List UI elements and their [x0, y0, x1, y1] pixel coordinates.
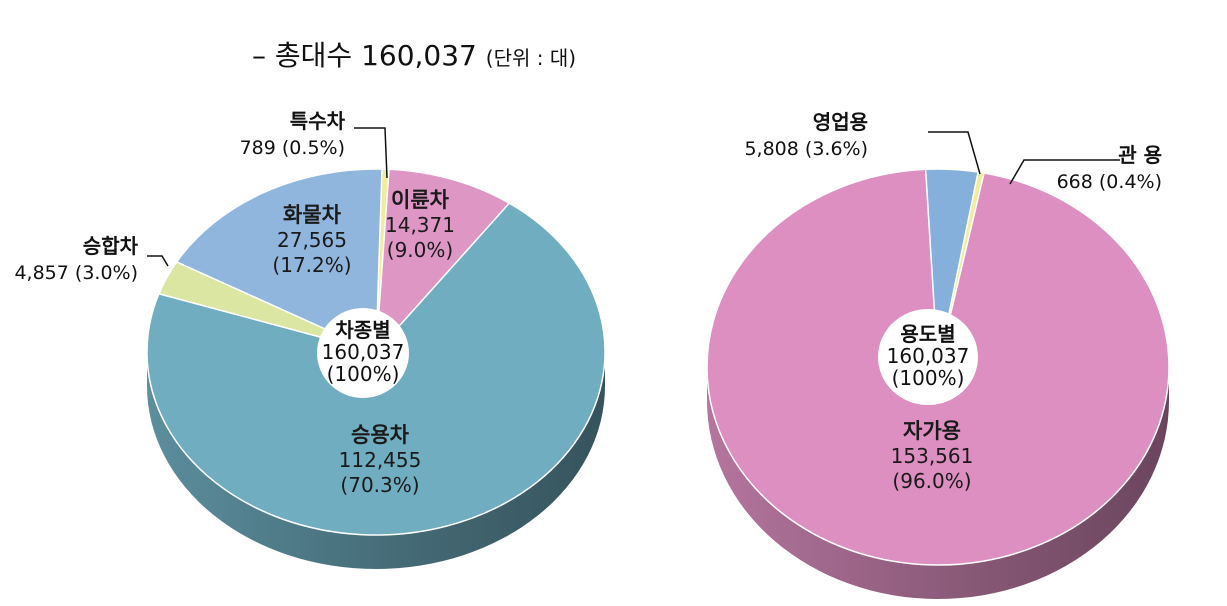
slice-label-value: 112,455 [339, 448, 422, 472]
pie-center-hole [878, 309, 978, 405]
slice-label-value: 789 (0.5%) [240, 137, 345, 159]
pie-center-hole [317, 308, 409, 398]
slice-label-name: 영업용 [813, 110, 868, 134]
slice-label-name: 승용차 [351, 423, 410, 447]
pie-slice [375, 168, 511, 355]
pie-side-wall [147, 352, 605, 569]
leader-line [928, 131, 981, 175]
slice-label-name: 화물차 [283, 203, 342, 227]
slice-label-name: 승합차 [83, 234, 139, 258]
pie-center-name: 차종별 [335, 318, 390, 342]
pie-center-name: 용도별 [900, 322, 955, 346]
slice-label-name: 특수차 [290, 109, 346, 133]
slice-label-name: 관 용 [1118, 143, 1162, 167]
slice-label-value: 14,371 [385, 213, 455, 237]
slice-label-percent: (96.0%) [892, 469, 971, 493]
slice-label-value: 27,565 [277, 228, 347, 252]
leader-line [1009, 159, 1120, 185]
unit-label: (단위 : 대) [485, 46, 577, 70]
leader-line [147, 255, 169, 267]
chart-title: – 총대수 160,037 (단위 : 대) [252, 34, 576, 74]
slice-label-percent: (9.0%) [387, 238, 453, 262]
slice-label-value: 668 (0.4%) [1057, 171, 1162, 193]
pie-center-value: 160,037 [887, 344, 970, 368]
pie-center-percent: (100%) [892, 366, 965, 390]
slice-label-name: 이륜차 [391, 188, 450, 212]
slice-label-value: 5,808 (3.6%) [744, 138, 868, 160]
pie-center-value: 160,037 [322, 340, 405, 364]
pie-slice [175, 168, 383, 354]
slice-label-percent: (17.2%) [272, 253, 351, 277]
slice-label-percent: (70.3%) [340, 473, 419, 497]
slice-label-value: 153,561 [891, 444, 974, 468]
pie-center-percent: (100%) [327, 362, 400, 386]
pie-side-wall [707, 367, 1169, 599]
slice-label-name: 자가용 [903, 419, 961, 443]
slice-label-value: 4,857 (3.0%) [14, 262, 138, 284]
total-label: – 총대수 160,037 [252, 39, 477, 72]
leader-line [354, 127, 388, 179]
